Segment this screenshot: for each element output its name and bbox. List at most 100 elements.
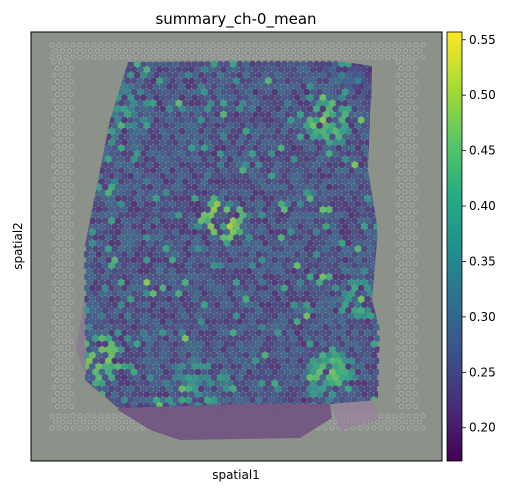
fiducial-dot [61,403,68,410]
spatial-spot [277,223,285,230]
spatial-spot [101,251,109,258]
spatial-spot [159,307,167,314]
fiducial-dot [332,48,339,54]
fiducial-dot [68,403,75,410]
spatial-spot [105,391,112,398]
fiducial-dot [192,48,199,54]
spatial-spot [293,94,301,101]
spatial-spot [354,144,362,152]
spatial-spot [124,323,131,331]
spatial-spot [178,374,186,381]
spatial-spot [258,379,266,387]
spatial-spot [89,273,96,281]
spatial-spot [265,167,272,174]
fiducial-dot [58,306,64,312]
fiducial-dot [68,91,75,98]
fiducial-dot [405,182,412,189]
spatial-spot [361,379,368,387]
spatial-spot [361,368,368,376]
spatial-spot [156,77,163,85]
spatial-spot [249,251,256,258]
spatial-spot [140,172,147,180]
spatial-spot [281,195,288,202]
spatial-spot [143,178,151,185]
spatial-spot [114,239,122,247]
fiducial-dot [409,137,415,143]
spatial-spot [207,312,215,320]
spatial-spot [175,189,183,197]
spatial-spot [178,127,186,135]
spatial-spot [332,284,339,292]
spatial-spot [361,267,368,275]
spatial-spot [271,290,279,297]
spatial-spot [124,346,131,353]
spatial-spot [143,245,151,253]
fiducial-dot [398,182,405,189]
spatial-spot [306,127,314,135]
spatial-spot [159,273,167,281]
spatial-spot [153,329,160,337]
spatial-spot [258,335,266,342]
spatial-spot [217,60,224,68]
spatial-spot [191,385,199,393]
spatial-spot [245,245,253,253]
spatial-spot [261,206,269,213]
spatial-spot [274,71,282,79]
fiducial-dot [402,293,408,299]
fiducial-dot [420,54,426,60]
spatial-spot [268,318,275,325]
spatial-spot [351,284,359,292]
spatial-spot [325,150,333,157]
fiducial-dot [119,425,125,431]
spatial-spot [105,312,112,320]
spatial-spot [274,105,282,113]
fiducial-dot [280,54,286,60]
spatial-spot [329,200,336,208]
fiducial-dot [409,72,415,78]
spatial-spot [245,290,253,297]
spatial-spot [274,127,282,135]
spatial-spot [290,155,298,163]
spatial-spot [364,284,371,292]
spatial-spot [335,346,343,353]
fiducial-dot [58,176,64,182]
spatial-spot [156,66,163,73]
spatial-spot [364,94,371,101]
spatial-spot [207,99,215,107]
spatial-spot [284,301,291,309]
spatial-spot [140,183,147,191]
spatial-spot [146,161,154,169]
spatial-spot [105,223,112,230]
spatial-spot [290,346,298,353]
spatial-spot [213,144,221,152]
spatial-spot [175,368,183,376]
spatial-spot [345,71,352,79]
fiducial-dot [395,419,402,425]
spatial-spot [133,206,141,213]
fiducial-dot [402,397,408,403]
spatial-spot [357,273,365,281]
spatial-spot [348,223,355,230]
spatial-spot [156,88,163,96]
fiducial-dot [405,364,412,371]
spatial-spot [153,273,160,281]
spatial-spot [185,262,192,269]
spatial-spot [300,307,307,314]
spatial-spot [95,284,103,292]
fiducial-dot [161,54,167,60]
spatial-spot [281,139,288,146]
spatial-spot [226,245,234,253]
fiducial-dot [294,42,300,48]
spatial-spot [239,77,247,85]
spatial-spot [114,251,122,258]
spatial-spot [213,323,221,331]
spatial-spot [210,396,218,404]
spatial-spot [293,262,301,269]
spatial-spot [207,155,215,163]
spatial-spot [204,329,211,337]
spatial-spot [364,195,371,202]
fiducial-dot [412,169,419,176]
spatial-spot [213,223,221,230]
spatial-spot [332,206,339,213]
spatial-spot [364,228,371,236]
